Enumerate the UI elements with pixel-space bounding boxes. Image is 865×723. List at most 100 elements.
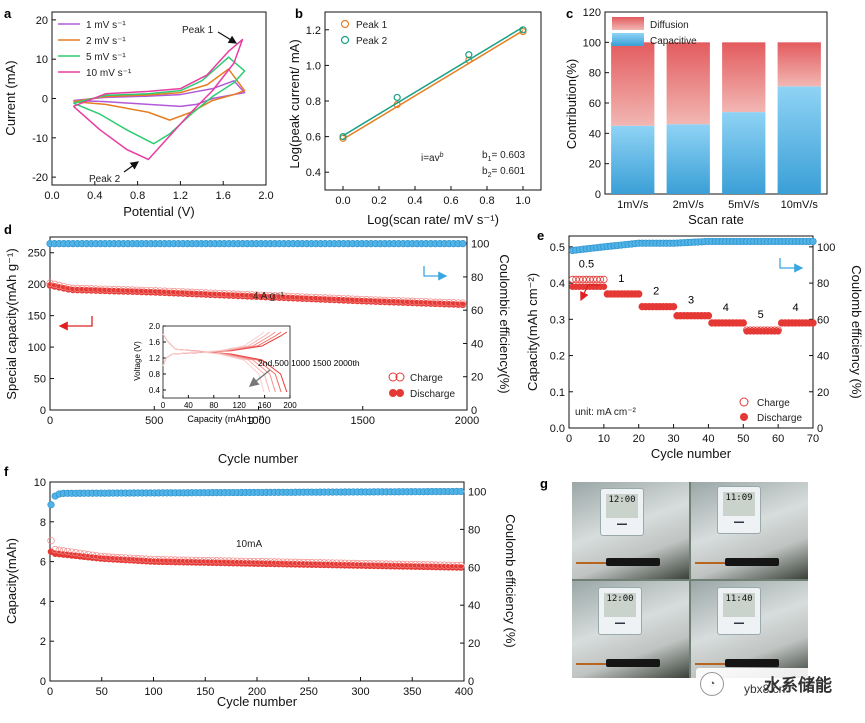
discharge-point [83, 287, 90, 294]
point-peak-2 [393, 93, 401, 102]
legend-label-2mv: 2 mV s⁻¹ [86, 36, 126, 47]
discharge-point-e [670, 303, 677, 310]
panel-b-y-tick-label: 0.6 [306, 132, 321, 144]
panel-f-x-tick-label: 0 [47, 686, 53, 698]
discharge-point-e [809, 319, 817, 327]
inset-arrow [248, 369, 271, 387]
inset-y-tick-label: 1.2 [149, 354, 161, 363]
legend-label-1mv: 1 mV s⁻¹ [86, 20, 126, 31]
inset-y-tick-label: 2.0 [149, 322, 161, 331]
discharge-point [143, 288, 150, 296]
charge-point-f [63, 547, 72, 556]
panel-label-a: a [4, 6, 12, 21]
inset-annotation: 2nd,500 1000 1500 2000th [258, 358, 360, 368]
panel-e-y-tick-label: 0.4 [550, 278, 565, 290]
inset-x-tick-label: 120 [233, 401, 247, 410]
inset-x-tick-label: 80 [209, 401, 218, 410]
panel-e-x-tick-label: 10 [598, 433, 610, 445]
bar-capacitive [611, 125, 655, 194]
panel-label-b: b [295, 6, 303, 21]
panel-d-inset: 0 40 80 120 160 200 0.4 0.8 1.2 1.6 2.0 Capacity (… [133, 322, 360, 424]
panel-d-x-tick-label: 2000 [455, 415, 479, 427]
panel-f-x-tick-label: 350 [403, 686, 421, 698]
panel-d-long-cycling: d 0 500 1000 1500 20000501001502002500204060… [4, 222, 512, 466]
charge-point-e [596, 275, 605, 284]
panel-c-y-tick-label: 40 [589, 128, 601, 140]
panel-b-equation: i=avb [421, 152, 444, 164]
inset-ylabel: Voltage (V) [133, 341, 142, 381]
clock-2-brand: ▬▬ [734, 519, 744, 525]
panel-d-y-tick-label: 100 [28, 342, 46, 354]
panel-e-y-tick-label: 0.2 [550, 351, 565, 363]
watermark: ◔ ybx8.cn 水系储能 [696, 668, 861, 698]
panel-f-y2-tick-label: 0 [468, 676, 474, 688]
panel-e-x-tick-label: 50 [737, 433, 749, 445]
clock-3-display: 12:00 [604, 593, 636, 617]
discharge-point [69, 286, 77, 294]
cv-curve-3 [73, 56, 246, 145]
panel-e-y-tick-label: 0.1 [550, 387, 565, 399]
panel-f-x-tick-label: 50 [96, 686, 108, 698]
clock-1-display: 12:00 [606, 494, 638, 518]
discharge-point [87, 287, 95, 294]
discharge-point [115, 287, 123, 295]
panel-f-plot-frame [49, 481, 465, 682]
panel-a-ylabel: Current (mA) [3, 60, 18, 135]
ce-point-f [47, 501, 55, 509]
panel-e-x-tick-label: 0 [566, 433, 572, 445]
panel-e-y2-tick-label: 80 [817, 278, 829, 290]
legend-label-diffusion: Diffusion [650, 20, 689, 31]
photo-cell-4: 11:40 ▬▬ [691, 581, 808, 678]
legend-label-charge-d: Charge [410, 373, 443, 384]
discharge-point [74, 286, 81, 294]
inset-x-tick-label: 40 [184, 401, 193, 410]
panel-g-photo: 12:00 ▬▬ 11:09 ▬▬ 12:00 ▬▬ 11:40 ▬▬ [572, 482, 808, 678]
panel-d-y2-tick-label: 40 [471, 338, 483, 350]
annotation-peak-1: Peak 1 [182, 25, 214, 36]
panel-e-ylabel: Capacity(mAh cm⁻²) [525, 273, 540, 391]
panel-b-b2: b2= 0.601 [482, 166, 526, 179]
legend-marker-charge-d [388, 372, 398, 382]
panel-b-x-tick-label: 0.2 [371, 195, 386, 207]
panel-f-x-tick-label: 150 [196, 686, 214, 698]
bar-capacitive [722, 112, 766, 194]
watermark-site: ybx8.cn [744, 682, 786, 696]
inset-y-tick-label: 0.4 [149, 386, 161, 395]
battery-4 [725, 659, 779, 667]
charge-point-f [72, 549, 80, 557]
panel-c-y-tick-label: 100 [583, 37, 601, 49]
panel-label-c: c [566, 6, 573, 21]
charge-point-f [55, 546, 63, 554]
panel-f-y-tick-label: 2 [40, 636, 46, 648]
panel-f-y2-tick-label: 80 [468, 524, 480, 536]
inset-frame [162, 325, 291, 399]
panel-e-y-tick-label: 0.5 [550, 242, 565, 254]
discharge-point [97, 287, 104, 295]
panel-f-y2-tick-label: 100 [468, 486, 486, 498]
photo-cell-1: 12:00 ▬▬ [572, 482, 689, 579]
point-peak-2 [465, 51, 473, 59]
charge-point [459, 299, 467, 307]
panel-d-y-tick-label: 200 [28, 279, 46, 291]
charge-point-e [774, 326, 782, 334]
charge-point-f [51, 546, 59, 554]
bar-diffusion [666, 42, 710, 125]
panel-d-y2-tick-label: 20 [471, 372, 483, 384]
panel-f-annotation: 10mA [236, 539, 262, 550]
inset-y-tick-label: 0.8 [149, 370, 161, 379]
panel-a-x-tick-label: 0.0 [44, 190, 59, 202]
fit-line-peak-1 [342, 30, 524, 140]
panel-a-x-tick-label: 1.6 [216, 190, 231, 202]
panel-c-y-tick-label: 60 [589, 98, 601, 110]
wire-4 [695, 663, 725, 665]
panel-c-y-tick-label: 80 [589, 68, 601, 80]
panel-e-xlabel: Cycle number [651, 446, 732, 461]
panel-f-10ma-cycling: f 0 50 100 150 200 250 300 350 40002468100204060… [4, 464, 518, 709]
discharge-point [129, 288, 136, 296]
panel-a-y-tick-label: 20 [36, 15, 48, 27]
point-peak-1 [465, 56, 473, 64]
panel-a-y-tick-label: -10 [32, 133, 48, 145]
panel-f-y2label: Coulomb efficiency (%) [503, 514, 518, 647]
panel-c-y-tick-label: 120 [583, 7, 601, 19]
